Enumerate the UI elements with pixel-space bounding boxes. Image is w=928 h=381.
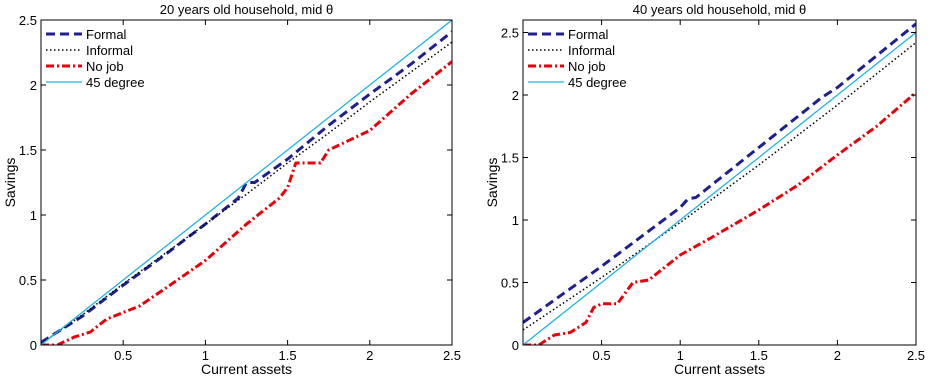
x-tick-label: 0.5 (114, 348, 132, 363)
y-tick-label: 0.5 (19, 273, 37, 288)
x-tick-label: 2.5 (907, 348, 925, 363)
x-tick-label: 1 (677, 348, 684, 363)
series-group (41, 20, 452, 345)
series-line-formal (41, 30, 452, 344)
chart-title: 40 years old household, mid θ (633, 2, 806, 17)
legend-label: 45 degree (568, 75, 627, 90)
series-line-informal (41, 41, 452, 345)
legend-label: Informal (568, 43, 615, 58)
x-tick-label: 1.5 (750, 348, 768, 363)
y-tick-label: 2 (30, 78, 37, 93)
series-line-no-job (523, 91, 916, 345)
y-axis-label: Savings (2, 158, 18, 208)
legend-label: No job (86, 59, 124, 74)
series-line-45-degree (41, 20, 452, 345)
series-group (523, 22, 916, 345)
legend-label: No job (568, 59, 606, 74)
chart-panel-1: 0.5 1 1.5 2 2.5 0 0.5 1 1.5 2 2.5 20 years old hous… (2, 2, 461, 377)
y-tick-label: 1 (30, 208, 37, 223)
legend-label: 45 degree (86, 75, 145, 90)
y-tick-label: 1.5 (19, 143, 37, 158)
legend-label: Formal (568, 27, 609, 42)
chart-title: 20 years old household, mid θ (160, 2, 333, 17)
plot-frame (40, 19, 453, 346)
y-tick-label: 0 (512, 338, 519, 353)
x-tick-label: 1 (202, 348, 209, 363)
y-tick-label: 1.5 (501, 151, 519, 166)
series-line-45-degree (523, 31, 916, 345)
x-tick-label: 2 (366, 348, 373, 363)
legend-label: Informal (86, 43, 133, 58)
y-tick-label: 2.5 (501, 26, 519, 41)
y-tick-label: 2.5 (19, 13, 37, 28)
y-tick-label: 2 (512, 88, 519, 103)
x-tick-label: 2.5 (443, 348, 461, 363)
x-axis-label: Current assets (201, 361, 292, 377)
y-tick-label: 1 (512, 213, 519, 228)
x-tick-label: 0.5 (593, 348, 611, 363)
legend-label: Formal (86, 27, 127, 42)
x-tick-label: 2 (834, 348, 841, 363)
y-tick-label: 0 (30, 338, 37, 353)
x-axis-label: Current assets (674, 361, 765, 377)
y-tick-label: 0.5 (501, 276, 519, 291)
plot-frame (522, 19, 917, 346)
series-line-formal (523, 22, 916, 324)
x-tick-label: 1.5 (279, 348, 297, 363)
chart-panel-2: 0.5 1 1.5 2 2.5 0 0.5 1 1.5 2 2.5 40 years old hous… (484, 2, 925, 377)
series-line-no-job (41, 60, 452, 345)
y-axis-label: Savings (484, 158, 500, 208)
